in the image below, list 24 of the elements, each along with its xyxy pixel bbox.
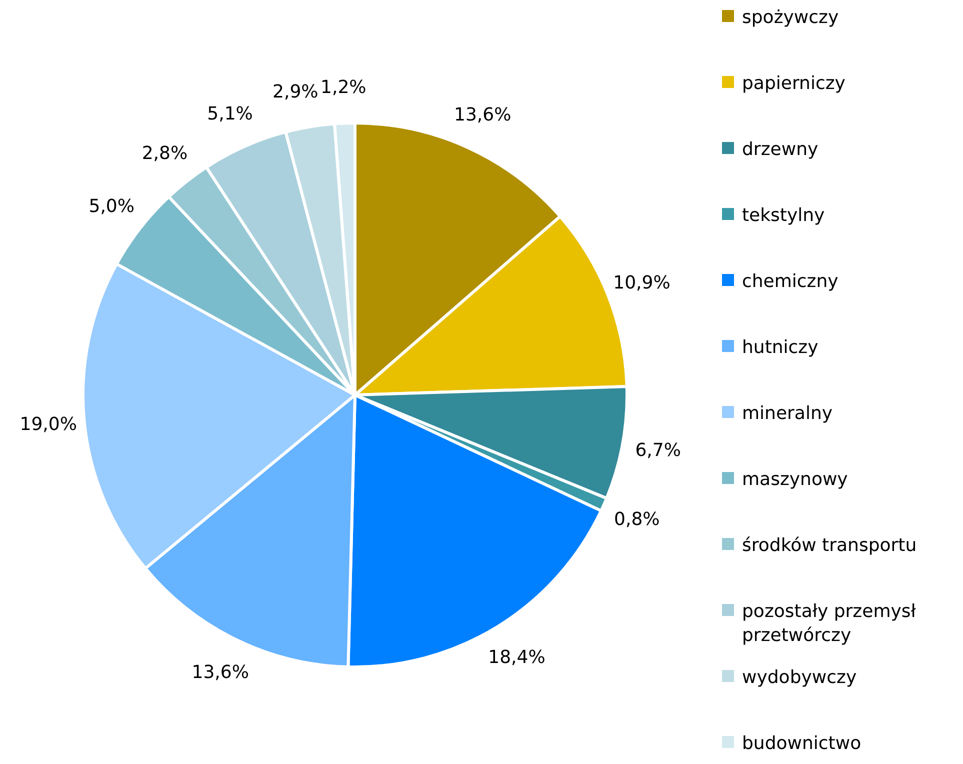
data-label: 5,0% <box>88 196 134 218</box>
legend-label: budownictwo <box>742 733 862 754</box>
legend-label: wydobywczy <box>742 667 857 688</box>
legend-label: hutniczy <box>742 337 819 358</box>
data-label: 2,9% <box>272 81 318 102</box>
legend-label: maszynowy <box>742 469 848 490</box>
data-label: 6,7% <box>635 440 681 461</box>
legend-label: tekstylny <box>742 205 826 226</box>
data-label: 1,2% <box>320 77 366 98</box>
legend-label: mineralny <box>742 403 833 424</box>
data-label: 19,0% <box>20 414 77 435</box>
legend-label: pozostały przemysł przetwórczy <box>742 601 917 646</box>
data-label: 2,8% <box>142 142 188 164</box>
legend-label: środków transportu <box>742 535 917 556</box>
data-label: 0,8% <box>614 509 660 530</box>
legend-label: drzewny <box>742 139 818 160</box>
data-label: 13,6% <box>454 104 512 126</box>
legend-label: spożywczy <box>742 7 839 28</box>
data-label: 5,1% <box>207 103 253 124</box>
legend-label: chemiczny <box>742 271 839 292</box>
data-label: 10,9% <box>613 272 670 294</box>
data-label: 13,6% <box>192 662 249 684</box>
legend-label: papierniczy <box>742 73 846 94</box>
data-label: 18,4% <box>488 647 546 668</box>
